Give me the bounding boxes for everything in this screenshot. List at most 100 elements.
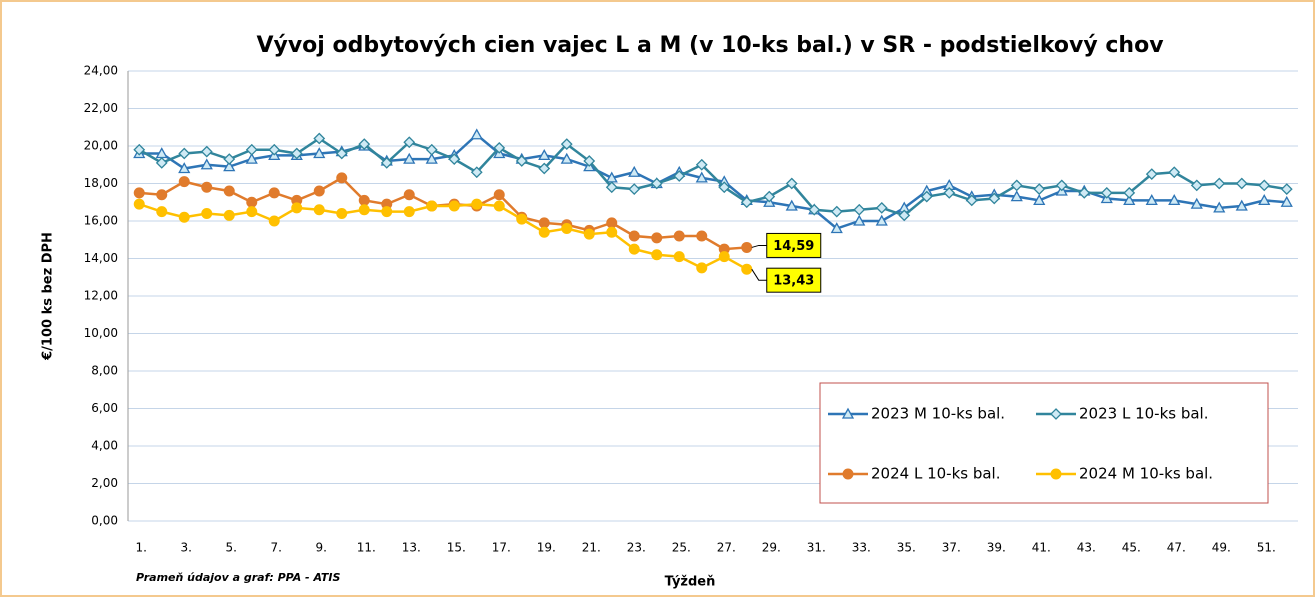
y-tick-label: 8,00 [91, 364, 118, 378]
y-tick-label: 20,00 [84, 139, 118, 153]
data-point [223, 209, 235, 221]
data-point [605, 181, 618, 194]
data-point [965, 194, 978, 207]
data-point [830, 222, 843, 234]
y-tick-label: 24,00 [84, 64, 118, 78]
data-point [201, 181, 213, 193]
y-tick-label: 22,00 [84, 101, 118, 115]
label-connector [751, 268, 767, 281]
data-point [336, 208, 348, 219]
data-point [763, 190, 776, 203]
legend-box [819, 382, 1269, 504]
data-point [515, 155, 528, 167]
x-axis-label: Týždeň [665, 575, 716, 590]
data-point [425, 143, 438, 156]
data-point [448, 153, 461, 166]
data-point [583, 228, 595, 240]
data-point [156, 189, 168, 201]
data-point [538, 162, 551, 175]
data-point [561, 223, 573, 234]
data-point [875, 201, 888, 214]
data-point [673, 230, 685, 242]
x-tick-label: 49. [1212, 541, 1231, 555]
x-tick-label: 11. [357, 541, 376, 555]
data-point [1055, 179, 1068, 192]
data-point [313, 147, 326, 159]
data-point [178, 176, 190, 188]
data-point [651, 249, 663, 261]
y-tick-label: 18,00 [84, 176, 118, 190]
data-point [156, 206, 168, 218]
data-label: 13,43 [773, 274, 814, 289]
data-point [493, 200, 505, 212]
data-point [1168, 194, 1181, 206]
data-point [538, 217, 550, 229]
data-point [943, 186, 956, 199]
y-axis-label: €/100 ks bez DPH [41, 232, 56, 361]
data-point [313, 132, 326, 145]
data-point [1190, 197, 1203, 209]
data-point [1145, 194, 1158, 206]
data-point [718, 251, 730, 263]
data-point [1258, 194, 1271, 206]
data-point [988, 192, 1001, 205]
data-point [650, 177, 663, 190]
data-point [898, 209, 911, 222]
x-tick-label: 7. [271, 541, 282, 555]
series-line [139, 133, 1287, 230]
data-point [875, 214, 888, 226]
data-point [1213, 177, 1226, 190]
data-point [223, 153, 236, 166]
data-point [651, 232, 663, 244]
data-point [358, 138, 371, 151]
data-point [223, 185, 235, 197]
series-line [138, 136, 1287, 217]
data-point [290, 147, 303, 160]
x-tick-label: 51. [1257, 541, 1276, 555]
data-point [403, 189, 415, 201]
data-point [1190, 179, 1203, 192]
data-point [470, 128, 483, 140]
data-point [403, 136, 416, 149]
data-point [425, 152, 438, 164]
y-tick-label: 14,00 [84, 251, 118, 265]
data-point [178, 147, 191, 160]
data-point [785, 177, 798, 190]
data-point [155, 156, 168, 169]
data-point [268, 215, 280, 227]
x-tick-label: 47. [1167, 541, 1186, 555]
data-point [1145, 168, 1158, 181]
data-point [381, 206, 393, 218]
x-tick-label: 31. [807, 541, 826, 555]
legend-label: 2023 M 10-ks bal. [871, 405, 1005, 423]
data-point [403, 206, 415, 218]
data-point [560, 152, 573, 164]
data-point [358, 194, 370, 206]
data-point [358, 204, 370, 216]
y-tick-label: 10,00 [84, 326, 118, 340]
x-tick-label: 39. [987, 541, 1006, 555]
data-point [1010, 179, 1023, 192]
data-point [1010, 190, 1023, 202]
data-point [1235, 177, 1248, 190]
x-tick-label: 35. [897, 541, 916, 555]
data-point [1123, 186, 1136, 199]
data-point [245, 143, 258, 156]
data-point [200, 145, 213, 158]
data-point [740, 196, 753, 209]
data-point [313, 185, 325, 197]
chart-title: Vývoj odbytových cien vajec L a M (v 10-… [256, 33, 1164, 58]
data-point [246, 196, 258, 208]
data-point [516, 213, 528, 225]
x-tick-label: 29. [762, 541, 781, 555]
x-tick-label: 1. [136, 541, 147, 555]
data-point [853, 214, 866, 226]
data-point [380, 156, 393, 169]
data-point [246, 206, 258, 218]
data-point [426, 200, 438, 212]
x-tick-label: 43. [1077, 541, 1096, 555]
data-point [1235, 199, 1248, 211]
data-point [493, 189, 505, 201]
data-point [268, 143, 281, 156]
x-tick-label: 41. [1032, 541, 1051, 555]
